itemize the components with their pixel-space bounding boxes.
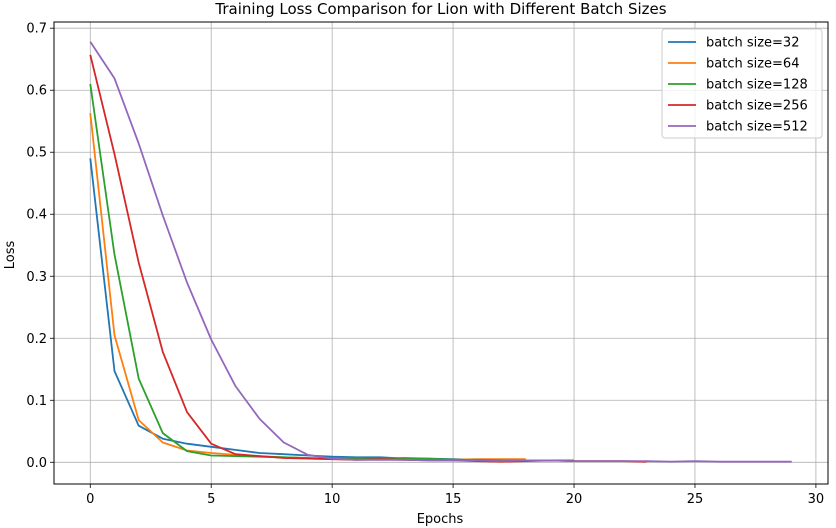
legend-label: batch size=128 bbox=[706, 78, 808, 93]
series-line bbox=[89, 41, 792, 463]
y-tick-label: 0.2 bbox=[26, 332, 47, 347]
series-lines bbox=[89, 41, 792, 463]
legend-box bbox=[661, 28, 823, 139]
legend: batch size=32 batch size=64 batch size=128… bbox=[661, 28, 823, 139]
y-tick-label: 0.5 bbox=[26, 146, 47, 161]
x-tick-label: 5 bbox=[207, 492, 215, 507]
legend-label: batch size=256 bbox=[706, 99, 808, 114]
x-axis-title: Epochs bbox=[417, 512, 464, 527]
y-tick-label: 0.4 bbox=[26, 208, 47, 223]
axis-ticks: 0 5 10 15 20 25 30 0.0 0.1 0.2 0.3 0.4 0.5 0.6 0.7 bbox=[26, 22, 824, 507]
y-tick-label: 0.0 bbox=[26, 456, 47, 471]
legend-label: batch size=512 bbox=[706, 120, 808, 135]
y-axis-title: Loss bbox=[3, 241, 18, 270]
x-tick-label: 0 bbox=[86, 492, 94, 507]
plot-area-frame bbox=[53, 21, 829, 485]
x-tick-label: 20 bbox=[566, 492, 583, 507]
legend-label: batch size=32 bbox=[706, 36, 799, 51]
y-tick-label: 0.3 bbox=[26, 270, 47, 285]
legend-label: batch size=64 bbox=[706, 57, 799, 72]
series-line bbox=[89, 113, 526, 461]
y-tick-label: 0.1 bbox=[26, 394, 47, 409]
x-tick-label: 10 bbox=[324, 492, 341, 507]
x-tick-label: 15 bbox=[445, 492, 462, 507]
x-tick-label: 30 bbox=[808, 492, 825, 507]
y-tick-label: 0.6 bbox=[26, 84, 47, 99]
x-tick-label: 25 bbox=[687, 492, 704, 507]
chart-title: Training Loss Comparison for Lion with D… bbox=[214, 0, 666, 18]
y-tick-label: 0.7 bbox=[26, 22, 47, 37]
